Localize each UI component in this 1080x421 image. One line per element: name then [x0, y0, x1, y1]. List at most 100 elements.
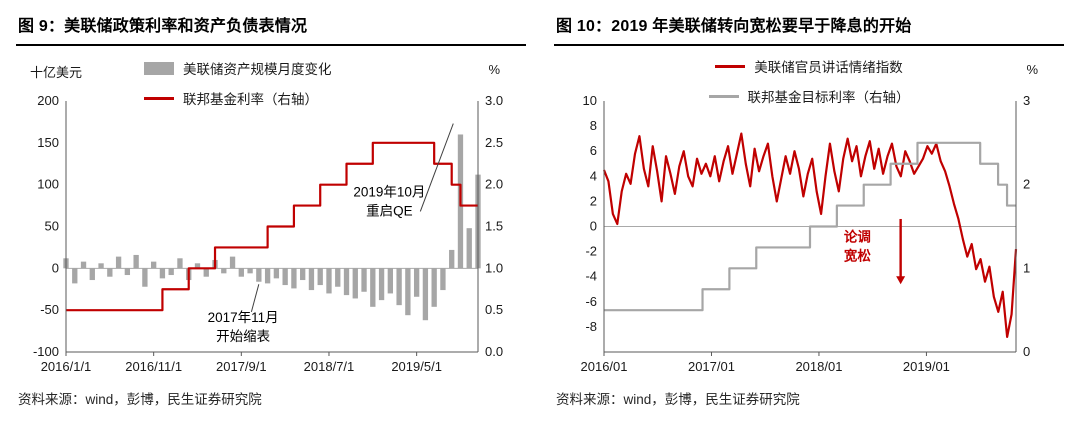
bar	[72, 268, 78, 284]
left-tick-label: -2	[585, 244, 597, 259]
left-tick-label: -4	[585, 269, 597, 284]
annotation-text: 2017年11月开始缩表	[208, 310, 279, 344]
bar	[89, 268, 95, 281]
bar	[229, 256, 236, 269]
left-tick-label: 8	[590, 118, 597, 133]
left-tick-label: -6	[585, 294, 597, 309]
right-tick-label: 2.5	[485, 135, 503, 150]
left-tick-label: 4	[590, 168, 597, 183]
left-tick-label: 10	[583, 93, 597, 108]
bar	[466, 228, 472, 269]
arrowhead-icon	[896, 276, 906, 285]
x-tick-label: 2016/01	[581, 359, 628, 374]
bar	[413, 268, 420, 297]
line-series	[604, 141, 1016, 312]
left-tick-label: -50	[40, 302, 59, 317]
right-tick-label: 3.0	[485, 93, 503, 108]
figure10-right-axis-unit: %	[1026, 62, 1038, 77]
left-tick-label: 0	[52, 260, 59, 275]
x-tick-label: 2017/01	[688, 359, 735, 374]
figure10-legend: 美联储官员讲话情绪指数 联邦基金目标利率（右轴）	[554, 56, 1064, 106]
bar	[273, 268, 280, 279]
x-tick-label: 2016/1/1	[41, 359, 92, 374]
figure9-left-axis-unit: 十亿美元	[30, 65, 83, 80]
bar	[449, 249, 455, 269]
right-tick-label: 1.0	[485, 260, 503, 275]
legend-label: 美联储官员讲话情绪指数	[754, 60, 903, 75]
right-tick-label: 2	[1023, 177, 1030, 192]
left-tick-label: 2	[590, 193, 597, 208]
bar	[159, 268, 166, 279]
left-tick-label: 0	[590, 219, 597, 234]
left-tick-label: 100	[37, 177, 59, 192]
annotation-text: 论调宽松	[844, 229, 872, 264]
bar	[396, 268, 402, 306]
bar	[405, 268, 411, 316]
legend-item-balance-sheet: 美联储资产规模月度变化	[144, 58, 332, 78]
figure10-source: 资料来源：wind，彭博，民生证券研究院	[556, 392, 800, 407]
left-tick-label: 200	[37, 93, 59, 108]
bar	[308, 268, 315, 291]
legend-label: 美联储资产规模月度变化	[183, 62, 332, 77]
left-tick-label: 150	[37, 135, 59, 150]
x-tick-label: 2019/01	[903, 359, 950, 374]
bar	[343, 268, 350, 296]
figure9-title: 图 9：美联储政策利率和资产负债表情况	[16, 8, 526, 46]
bar	[221, 268, 227, 274]
bar	[115, 256, 122, 269]
figure10-panel: 图 10：2019 年美联储转向宽松要早于降息的开始 % 美联储官员讲话情绪指数…	[554, 8, 1064, 413]
bar	[256, 268, 262, 282]
bar	[247, 268, 253, 274]
bar	[177, 258, 183, 269]
figure9-chart: 200 150 100 50 0 -50 -100 3.0 2.5 2.0 1.5 1.0 0.5 0.0…	[33, 93, 503, 374]
bar	[291, 268, 297, 289]
figure9-panel: 图 9：美联储政策利率和资产负债表情况 十亿美元 % 美联储资产规模月度变化 联…	[16, 8, 526, 413]
bar	[431, 268, 437, 307]
bar	[300, 268, 306, 281]
right-tick-label: 1	[1023, 260, 1030, 275]
bar	[370, 268, 376, 307]
bar	[335, 268, 341, 287]
bar	[378, 268, 385, 301]
figure9-legend: 美联储资产规模月度变化 联邦基金利率（右轴）	[144, 58, 332, 108]
line-swatch	[144, 96, 174, 100]
legend-label: 联邦基金利率（右轴）	[183, 92, 318, 107]
legend-item-fed-funds-rate: 联邦基金利率（右轴）	[144, 88, 332, 108]
x-tick-label: 2018/01	[795, 359, 842, 374]
line-swatch	[708, 94, 739, 98]
bar	[142, 268, 148, 287]
left-tick-label: -8	[585, 319, 597, 334]
bar	[352, 268, 358, 299]
legend-item-sentiment-index: 美联储官员讲话情绪指数	[715, 56, 903, 76]
annotation-text: 2019年10月重启QE	[353, 184, 425, 218]
bar	[387, 268, 394, 294]
figure9-right-axis-unit: %	[488, 62, 500, 77]
right-tick-label: 3	[1023, 93, 1030, 108]
x-tick-label: 2016/11/1	[125, 359, 182, 374]
right-tick-label: 2.0	[485, 177, 503, 192]
left-tick-label: 6	[590, 143, 597, 158]
bar	[317, 268, 323, 286]
bar	[124, 268, 131, 276]
bar	[203, 268, 209, 277]
bar	[107, 268, 113, 277]
right-tick-label: 0	[1023, 344, 1030, 359]
bar	[282, 268, 288, 286]
bar	[264, 268, 271, 284]
bar	[194, 263, 201, 269]
right-tick-label: 0.0	[485, 344, 503, 359]
bar	[80, 261, 87, 269]
bar	[361, 268, 367, 292]
line-series	[66, 141, 478, 312]
bar	[326, 268, 332, 294]
bar	[150, 261, 157, 269]
bar	[422, 268, 429, 321]
x-tick-label: 2018/7/1	[304, 359, 355, 374]
legend-label: 联邦基金目标利率（右轴）	[747, 90, 910, 105]
annotation-pointer-line	[250, 284, 260, 312]
bar	[168, 268, 174, 276]
left-tick-label: 50	[45, 219, 59, 234]
right-tick-label: 0.5	[485, 302, 503, 317]
